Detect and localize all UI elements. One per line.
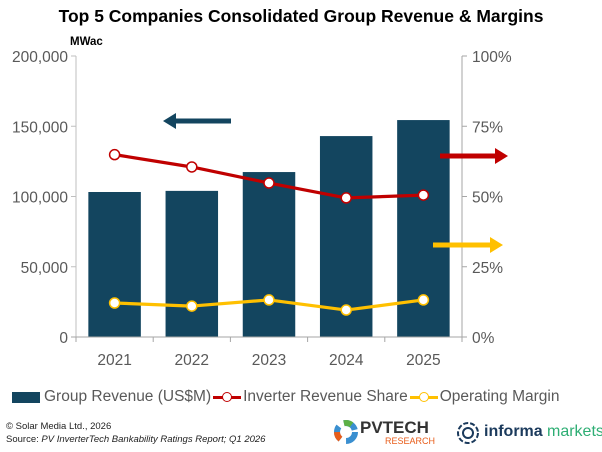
- left-tick-label: 50,000: [21, 260, 69, 277]
- x-tick-label: 2022: [175, 352, 209, 369]
- point-operating-margin-2024: [340, 304, 352, 316]
- point-inverter-revenue-share-2024: [340, 192, 352, 204]
- point-operating-margin-2022: [186, 300, 198, 312]
- source: Source: PV InverterTech Bankability Rati…: [6, 434, 266, 445]
- left-tick-label: 100,000: [12, 190, 68, 207]
- point-operating-margin-2021: [108, 297, 121, 309]
- arrow-left-revenue-axis-head: [163, 113, 176, 129]
- right-tick-label: 50%: [472, 190, 503, 207]
- bar-revenue-2022: [165, 190, 219, 337]
- left-tick-label: 200,000: [12, 49, 68, 66]
- left-tick-label: 150,000: [12, 119, 68, 136]
- informa-markets-logo: informa markets: [455, 420, 602, 448]
- y-axis-unit-label: MWac: [70, 36, 103, 48]
- legend-label-revenue: Group Revenue (US$M): [44, 388, 212, 405]
- point-inverter-revenue-share-2022: [186, 161, 198, 173]
- chart-area: 0 50,000 100,000 150,000 200,000 0% 25% 50% 75% 1…: [12, 36, 512, 369]
- point-operating-margin-2025: [417, 294, 430, 306]
- x-tick-label: 2023: [252, 352, 286, 369]
- x-tick-label: 2024: [329, 352, 364, 369]
- informa-logo-mark-icon: [457, 422, 479, 444]
- legend: Group Revenue (US$M) Inverter Revenue Sh…: [12, 388, 559, 406]
- chart-title: Top 5 Companies Consolidated Group Reven…: [58, 6, 544, 26]
- right-tick-label: 0%: [472, 330, 495, 347]
- legend-label-operating-margin: Operating Margin: [439, 388, 560, 405]
- bar-revenue-2023: [242, 172, 296, 337]
- legend-swatch-inverter-share: [213, 391, 242, 403]
- bar-revenue-2021: [88, 192, 141, 337]
- x-tick-label: 2021: [97, 352, 131, 369]
- footer: © Solar Media Ltd., 2026 Source: PV Inve…: [6, 420, 265, 446]
- legend-swatch-revenue: [12, 391, 40, 403]
- x-tick-label: 2025: [406, 352, 440, 369]
- pvtech-logo-mark-icon: [334, 420, 358, 444]
- pvtech-logo: PVTECH RESEARCH: [333, 418, 443, 448]
- point-inverter-revenue-share-2023: [263, 177, 275, 189]
- bar-revenue-2024: [319, 136, 373, 337]
- arrow-right-operating-margin-axis-head: [490, 237, 503, 253]
- point-operating-margin-2023: [263, 294, 275, 306]
- right-tick-label: 100%: [472, 49, 512, 66]
- point-inverter-revenue-share-2021: [108, 148, 121, 161]
- legend-swatch-operating-margin: [409, 391, 438, 403]
- arrow-right-inverter-share-axis-head: [495, 148, 508, 164]
- legend-label-inverter-share: Inverter Revenue Share: [243, 388, 408, 405]
- copyright: © Solar Media Ltd., 2026: [6, 421, 112, 432]
- left-tick-label: 0: [59, 330, 68, 347]
- right-tick-label: 25%: [472, 260, 503, 277]
- right-tick-label: 75%: [472, 119, 503, 136]
- point-inverter-revenue-share-2025: [417, 189, 430, 201]
